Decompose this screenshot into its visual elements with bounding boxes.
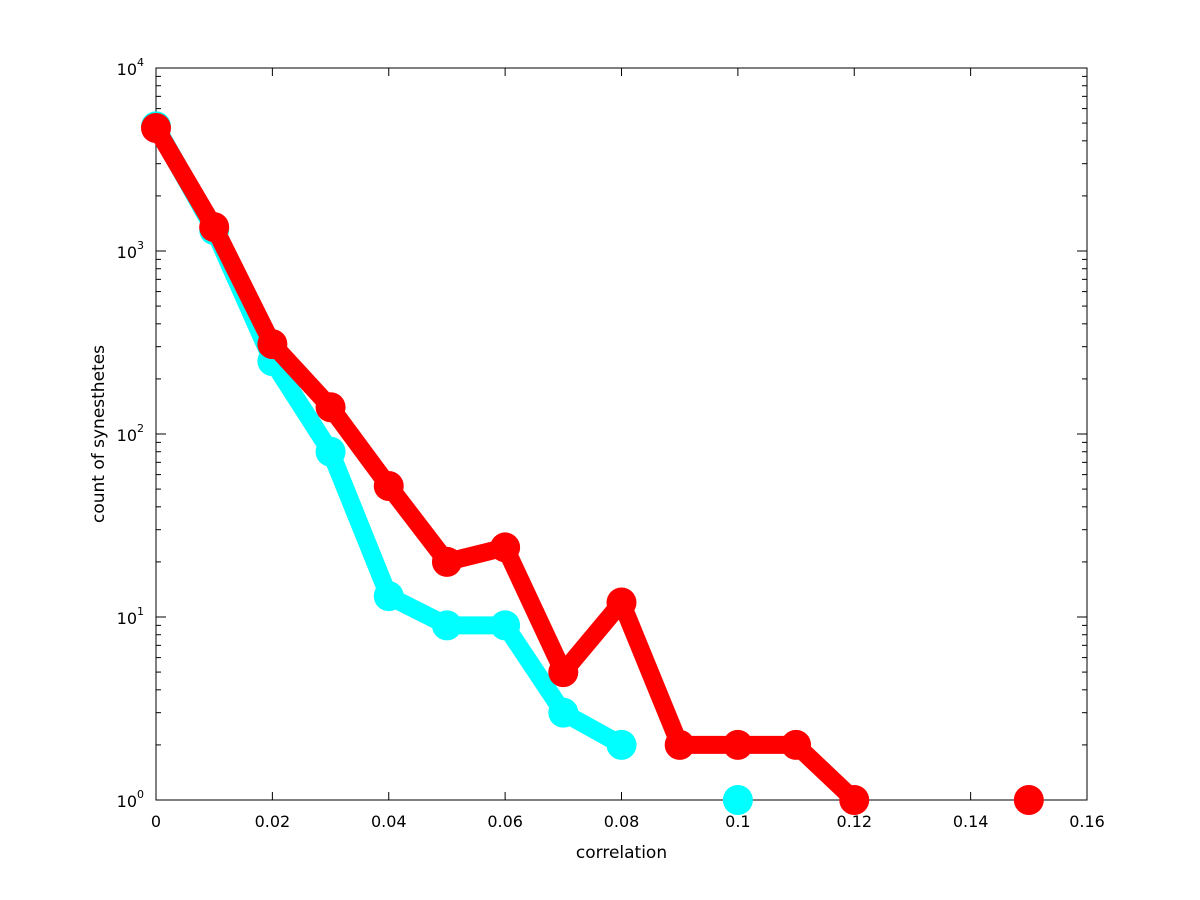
data-point [373,581,404,612]
y-tick-base: 10 [117,60,137,79]
data-point [315,436,346,467]
y-tick-label: 101 [117,605,144,628]
data-point [1013,785,1044,815]
x-axis-label: correlation [576,843,667,863]
y-tick-base: 10 [117,426,137,445]
data-point [257,329,288,360]
series-1 [141,113,1044,815]
y-tick-exponent: 0 [137,788,144,801]
data-point [548,697,579,728]
data-point [373,470,404,501]
x-tick-label: 0.04 [371,812,407,831]
x-tick-label: 0.08 [604,812,640,831]
y-tick-exponent: 4 [137,56,144,69]
x-tick-label: 0.06 [487,812,523,831]
data-point [722,785,753,815]
data-point [664,729,695,760]
x-tick-label: 0.12 [836,812,872,831]
data-point [781,729,812,760]
x-tick-label: 0.16 [1069,812,1105,831]
y-tick-exponent: 1 [137,605,144,618]
data-point [431,546,462,577]
data-point [839,785,870,815]
y-tick-base: 10 [117,609,137,628]
data-point [606,729,637,760]
y-tick-label: 102 [117,422,144,445]
y-tick-exponent: 3 [137,239,144,252]
plot-series [141,111,1044,815]
y-tick-label: 104 [117,56,144,79]
y-tick-exponent: 2 [137,422,144,435]
x-tick-label: 0.1 [725,812,750,831]
y-axis-label: count of synesthetes [89,345,109,523]
y-tick-base: 10 [117,243,137,262]
data-point [722,729,753,760]
data-point [431,610,462,641]
x-tick-label: 0.14 [953,812,989,831]
x-tick-label: 0 [151,812,161,831]
data-point [490,532,521,563]
y-tick-base: 10 [117,792,137,811]
data-point [315,392,346,423]
data-point [548,657,579,688]
data-point [490,610,521,641]
data-point [606,587,637,618]
data-point [141,113,171,144]
data-point [199,212,230,243]
y-tick-label: 103 [117,239,144,262]
y-tick-label: 100 [117,788,144,811]
x-tick-label: 0.02 [255,812,291,831]
